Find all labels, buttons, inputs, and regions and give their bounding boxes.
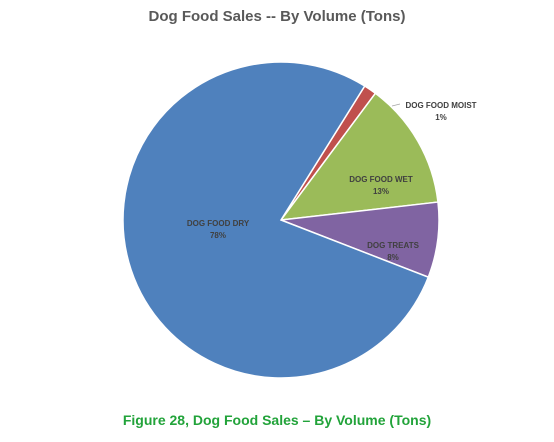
slice-label: DOG FOOD MOIST [405,101,476,110]
slice-label: DOG FOOD WET [349,175,413,184]
pie-slice-dog-food-dry [122,61,430,379]
slice-percent-label: 13% [373,187,389,196]
leader-line [391,103,401,107]
slice-label: DOG TREATS [367,241,420,250]
slice-label: DOG FOOD DRY [187,219,250,228]
pie-slice-dog-food-wet [279,92,439,221]
slice-percent-label: 8% [387,253,399,262]
figure-caption: Figure 28, Dog Food Sales – By Volume (T… [122,412,432,428]
chart-title: Dog Food Sales -- By Volume (Tons) [148,8,406,25]
slice-percent-label: 1% [435,113,447,122]
slice-percent-label: 78% [210,231,226,240]
